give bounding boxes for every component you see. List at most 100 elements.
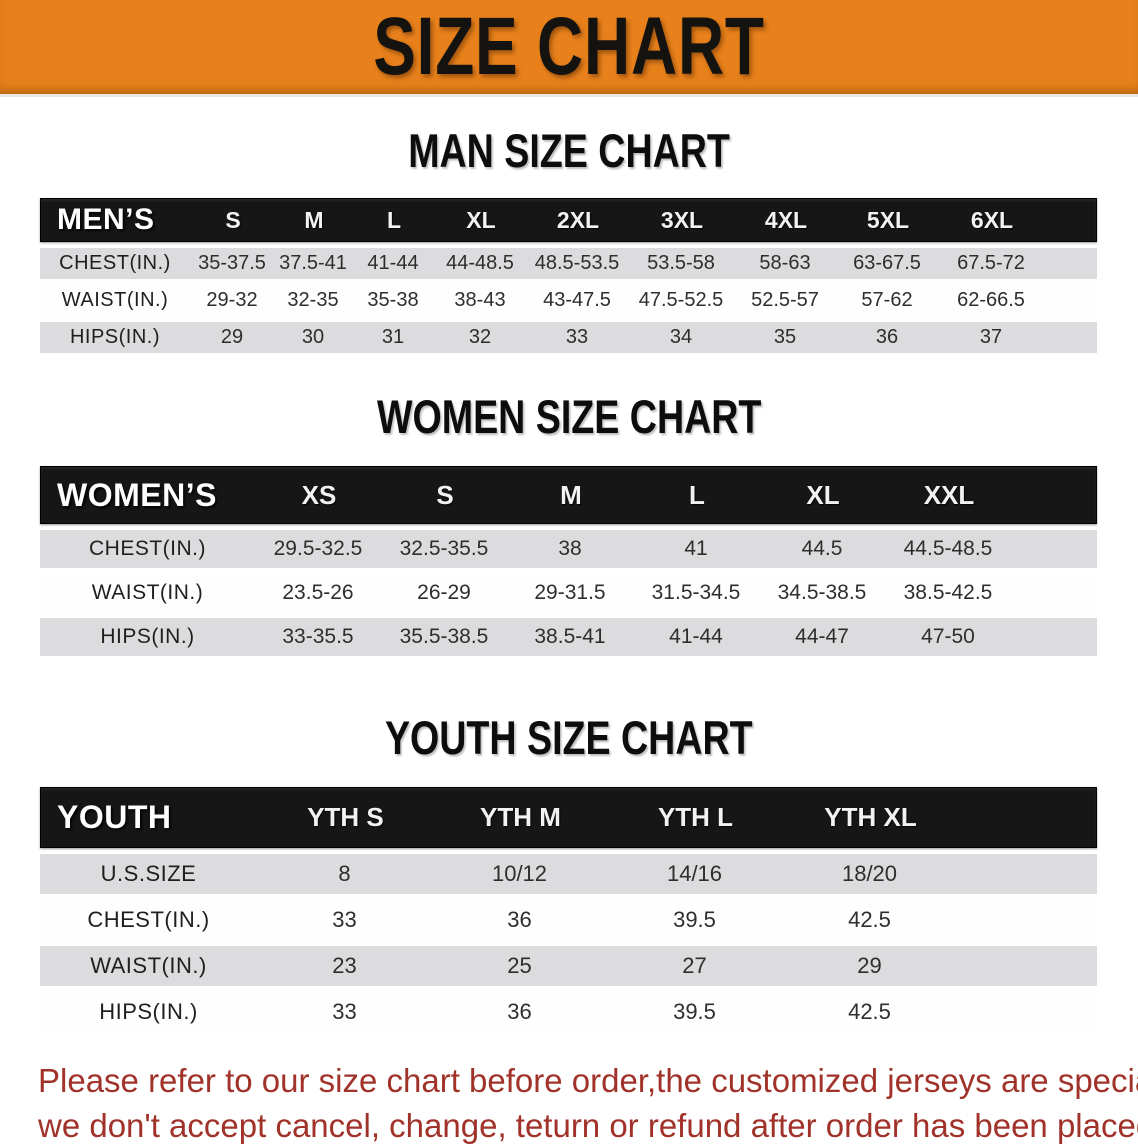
measurement-value: 38-43	[454, 289, 506, 311]
measurement-value: 27	[682, 953, 707, 978]
table-header-label: WOMEN’S	[57, 476, 217, 513]
measurement-value: 44-47	[795, 625, 849, 648]
measurement-value: 35-38	[367, 289, 419, 311]
measurement-value: 32-35	[287, 289, 339, 311]
size-column-header: 6XL	[970, 206, 1014, 233]
measurement-value: 37	[979, 326, 1003, 348]
size-column-header: L	[689, 479, 705, 510]
measurement-value: 32	[468, 326, 492, 348]
women-section-title: WOMEN SIZE CHART	[376, 390, 762, 443]
size-column-header: XL	[466, 206, 496, 233]
youth-title-wrap: YOUTH SIZE CHART	[0, 714, 1138, 761]
measurement-row: HIPS(IN.) 33 36 39.5 42.5	[40, 992, 1097, 1032]
measurement-value: 33	[332, 907, 357, 932]
measurement-value: 26-29	[417, 581, 471, 604]
measurement-value: 39.5	[673, 907, 716, 932]
measurement-value: 36	[507, 999, 532, 1024]
measurement-value: 34.5-38.5	[777, 581, 867, 604]
measurement-value: 33	[565, 326, 589, 348]
table-header-label: YOUTH	[57, 799, 172, 835]
measurement-value: 53.5-58	[647, 252, 715, 274]
youth-size-section: YOUTH SIZE CHART YOUTH YTH S YTH M YTH L YTH…	[0, 714, 1138, 1032]
women-size-section: WOMEN SIZE CHART WOMEN’S XS S M L XL XXL CHEST(…	[0, 393, 1138, 656]
size-column-header: 3XL	[660, 206, 704, 233]
disclaimer-line-2: we don't accept cancel, change, teturn o…	[38, 1107, 1138, 1144]
measurement-value: 29.5-32.5	[273, 537, 363, 560]
measurement-label: CHEST(IN.)	[89, 537, 206, 560]
measurement-value: 48.5-53.5	[534, 252, 620, 274]
size-column-header: XXL	[923, 479, 975, 510]
measurement-value: 38.5-42.5	[903, 581, 993, 604]
measurement-row: WAIST(IN.) 29-32 32-35 35-38 38-43 43-47.5 47.…	[40, 285, 1097, 316]
women-title-wrap: WOMEN SIZE CHART	[0, 393, 1138, 440]
table-header-row: YOUTH YTH S YTH M YTH L YTH XL	[40, 787, 1097, 848]
women-size-table: WOMEN’S XS S M L XL XXL CHEST(IN.) 29.5-32.5 32.5…	[40, 466, 1097, 656]
measurement-value: 25	[507, 953, 532, 978]
measurement-value: 36	[507, 907, 532, 932]
size-column-header: S	[225, 206, 241, 233]
measurement-label: HIPS(IN.)	[100, 625, 195, 648]
size-column-header: 4XL	[764, 206, 808, 233]
measurement-value: 14/16	[666, 861, 723, 886]
measurement-label: HIPS(IN.)	[69, 326, 161, 348]
measurement-value: 23	[332, 953, 357, 978]
measurement-value: 37.5-41	[279, 252, 347, 274]
measurement-value: 47.5-52.5	[638, 289, 724, 311]
measurement-row: WAIST(IN.) 23.5-26 26-29 29-31.5 31.5-34.5 34…	[40, 574, 1097, 612]
measurement-value: 29-31.5	[534, 581, 606, 604]
measurement-value: 58-63	[759, 252, 811, 274]
size-column-header: YTH XL	[824, 802, 917, 832]
measurement-value: 39.5	[673, 999, 716, 1024]
measurement-value: 29-32	[206, 289, 258, 311]
measurement-value: 35	[773, 326, 797, 348]
table-header-row: MEN’S S M L XL 2XL 3XL 4XL 5XL 6XL	[40, 198, 1097, 242]
measurement-value: 33	[332, 999, 357, 1024]
measurement-value: 31	[381, 326, 405, 348]
size-column-header: YTH M	[480, 802, 561, 832]
size-column-header: M	[304, 206, 324, 233]
disclaimer-line-1: Please refer to our size chart before or…	[38, 1062, 1138, 1099]
banner: SIZE CHART	[0, 0, 1138, 97]
measurement-value: 29	[857, 953, 882, 978]
measurement-value: 38.5-41	[534, 625, 606, 648]
measurement-value: 18/20	[841, 861, 898, 886]
measurement-label: CHEST(IN.)	[87, 907, 210, 932]
measurement-value: 35.5-38.5	[399, 625, 489, 648]
man-section-title: MAN SIZE CHART	[408, 124, 730, 177]
size-column-header: 5XL	[866, 206, 910, 233]
measurement-value: 41-44	[669, 625, 723, 648]
measurement-row: CHEST(IN.) 29.5-32.5 32.5-35.5 38 41 44.5 44.5…	[40, 530, 1097, 568]
banner-title: SIZE CHART	[373, 1, 765, 92]
measurement-value: 31.5-34.5	[651, 581, 741, 604]
measurement-row: CHEST(IN.) 33 36 39.5 42.5	[40, 900, 1097, 940]
measurement-value: 38	[558, 537, 582, 560]
measurement-value: 42.5	[848, 999, 891, 1024]
measurement-row: U.S.SIZE 8 10/12 14/16 18/20	[40, 854, 1097, 894]
measurement-value: 44.5	[801, 537, 843, 560]
measurement-row: HIPS(IN.) 33-35.5 35.5-38.5 38.5-41 41-44 44-…	[40, 618, 1097, 656]
measurement-label: WAIST(IN.)	[90, 953, 207, 978]
measurement-value: 30	[301, 326, 325, 348]
size-column-header: XL	[806, 479, 840, 510]
measurement-value: 34	[669, 326, 693, 348]
table-header-row: WOMEN’S XS S M L XL XXL	[40, 466, 1097, 524]
measurement-value: 43-47.5	[543, 289, 611, 311]
measurement-value: 36	[875, 326, 899, 348]
size-column-header: YTH L	[657, 802, 734, 832]
measurement-value: 62-66.5	[957, 289, 1025, 311]
size-column-header: 2XL	[556, 206, 600, 233]
size-column-header: XS	[301, 479, 337, 510]
measurement-value: 41	[684, 537, 708, 560]
table-header-label: MEN’S	[57, 203, 155, 236]
measurement-value: 41-44	[367, 252, 419, 274]
disclaimer: Please refer to our size chart before or…	[38, 1058, 1138, 1148]
measurement-label: HIPS(IN.)	[99, 999, 198, 1024]
men-size-table: MEN’S S M L XL 2XL 3XL 4XL 5XL 6XL CHEST(IN.) 35-37…	[40, 198, 1097, 353]
measurement-label: U.S.SIZE	[100, 861, 197, 886]
measurement-value: 44-48.5	[446, 252, 514, 274]
measurement-value: 8	[338, 861, 351, 886]
measurement-value: 57-62	[861, 289, 913, 311]
measurement-value: 44.5-48.5	[903, 537, 993, 560]
measurement-value: 29	[220, 326, 244, 348]
